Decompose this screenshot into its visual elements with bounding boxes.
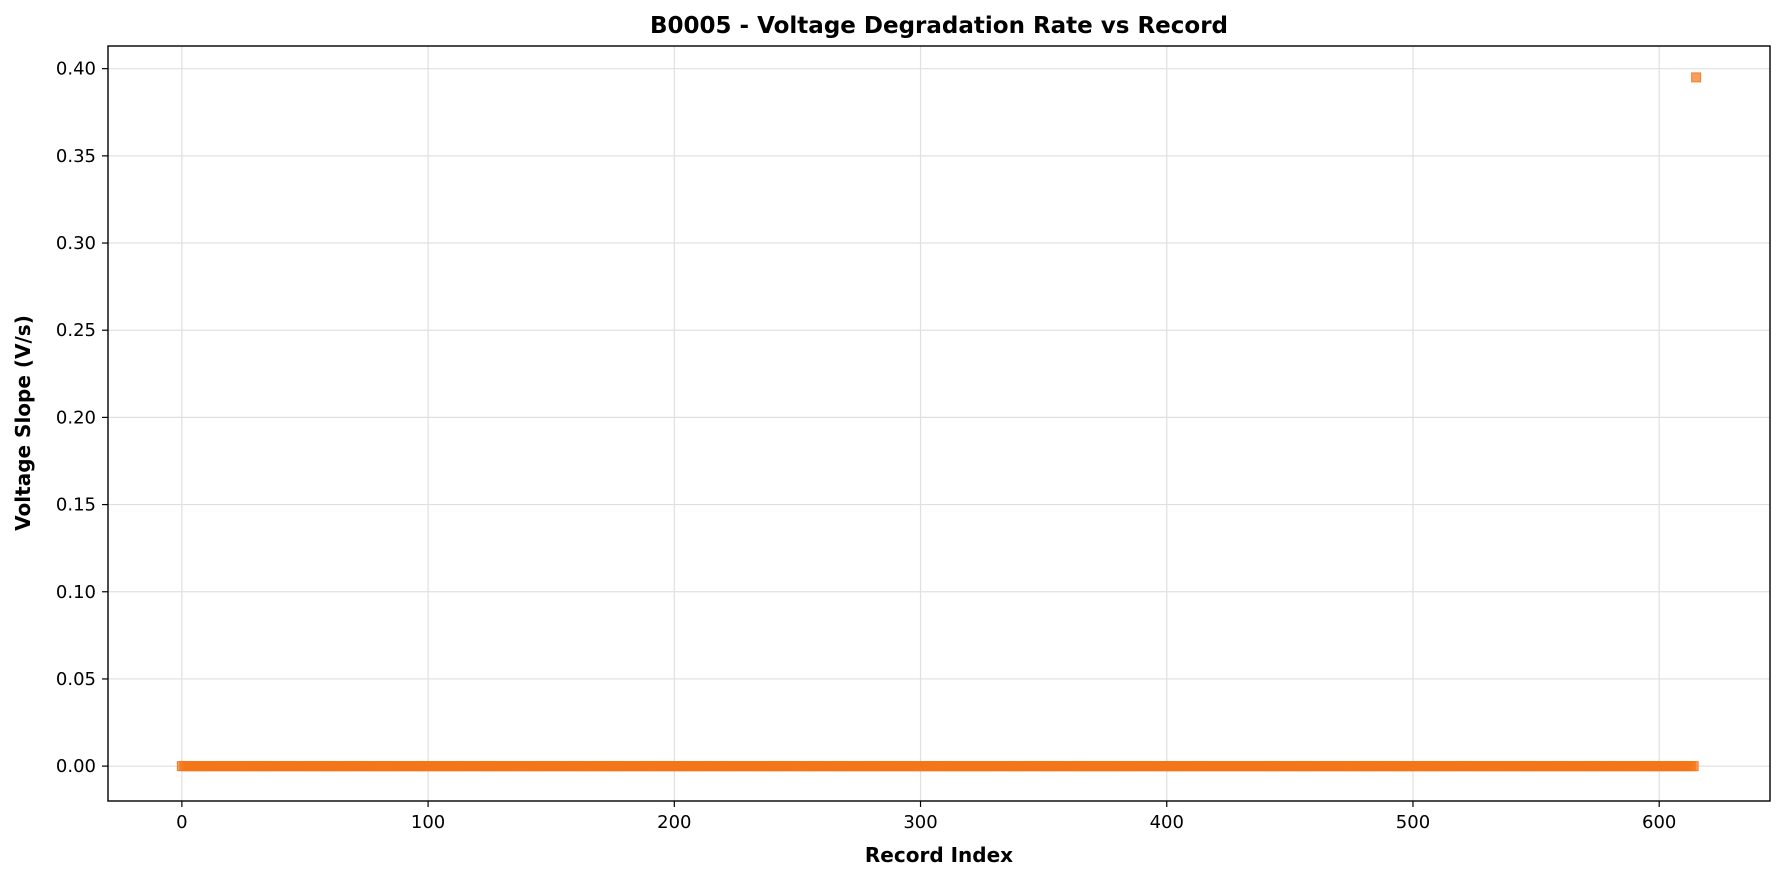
x-tick-label: 500	[1396, 812, 1430, 833]
y-tick-label: 0.40	[56, 59, 96, 80]
data-point	[1688, 761, 1699, 772]
ticks-layer: 0 100 200 300 400 500 600 0.00 0.05 0.10 0.15 0.20 0…	[56, 59, 1676, 833]
x-tick-label: 100	[411, 812, 445, 833]
y-tick-label: 0.35	[56, 146, 96, 167]
x-tick-label: 400	[1150, 812, 1184, 833]
y-tick-label: 0.30	[56, 233, 96, 254]
x-axis-label: Record Index	[865, 843, 1013, 867]
y-tick-label: 0.00	[56, 756, 96, 777]
y-axis-label: Voltage Slope (V/s)	[11, 315, 35, 531]
x-tick-label: 0	[176, 812, 187, 833]
y-tick-label: 0.20	[56, 407, 96, 428]
x-tick-label: 600	[1642, 812, 1676, 833]
grid-layer	[108, 46, 1770, 801]
y-tick-label: 0.05	[56, 669, 96, 690]
data-point-outlier	[1691, 72, 1702, 83]
x-tick-label: 300	[903, 812, 937, 833]
y-tick-label: 0.15	[56, 495, 96, 516]
plot-area-frame	[107, 45, 1771, 802]
chart-title: B0005 - Voltage Degradation Rate vs Reco…	[650, 13, 1228, 39]
y-tick-label: 0.25	[56, 320, 96, 341]
x-tick-label: 200	[657, 812, 691, 833]
y-tick-label: 0.10	[56, 582, 96, 603]
points-layer	[176, 72, 1702, 772]
